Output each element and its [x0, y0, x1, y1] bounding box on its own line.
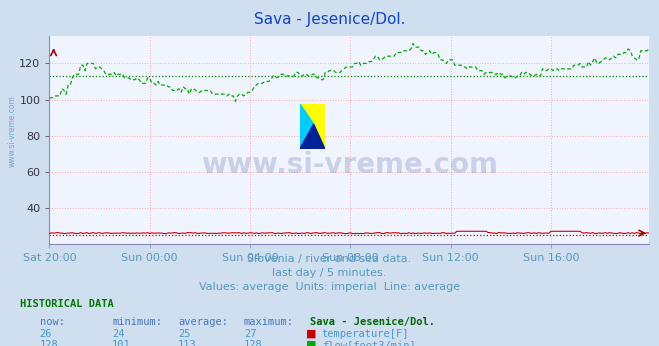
Text: 25: 25 — [178, 329, 190, 339]
Text: Sava - Jesenice/Dol.: Sava - Jesenice/Dol. — [310, 317, 435, 327]
Text: 24: 24 — [112, 329, 125, 339]
Text: minimum:: minimum: — [112, 317, 162, 327]
Text: Slovenia / river and sea data.: Slovenia / river and sea data. — [247, 254, 412, 264]
Text: flow[foot3/min]: flow[foot3/min] — [322, 340, 415, 346]
Text: 113: 113 — [178, 340, 196, 346]
Text: last day / 5 minutes.: last day / 5 minutes. — [272, 268, 387, 278]
Text: 27: 27 — [244, 329, 256, 339]
Text: temperature[F]: temperature[F] — [322, 329, 409, 339]
Text: www.si-vreme.com: www.si-vreme.com — [201, 151, 498, 179]
Text: Values: average  Units: imperial  Line: average: Values: average Units: imperial Line: av… — [199, 282, 460, 292]
Text: now:: now: — [40, 317, 65, 327]
Text: maximum:: maximum: — [244, 317, 294, 327]
Text: 26: 26 — [40, 329, 52, 339]
Polygon shape — [300, 124, 325, 149]
Text: 128: 128 — [40, 340, 58, 346]
Text: 128: 128 — [244, 340, 262, 346]
Text: Sava - Jesenice/Dol.: Sava - Jesenice/Dol. — [254, 12, 405, 27]
Text: ■: ■ — [306, 329, 317, 339]
Text: 101: 101 — [112, 340, 130, 346]
Text: HISTORICAL DATA: HISTORICAL DATA — [20, 299, 113, 309]
Polygon shape — [300, 104, 314, 149]
Text: www.si-vreme.com: www.si-vreme.com — [8, 95, 17, 167]
Text: ■: ■ — [306, 340, 317, 346]
Text: average:: average: — [178, 317, 228, 327]
